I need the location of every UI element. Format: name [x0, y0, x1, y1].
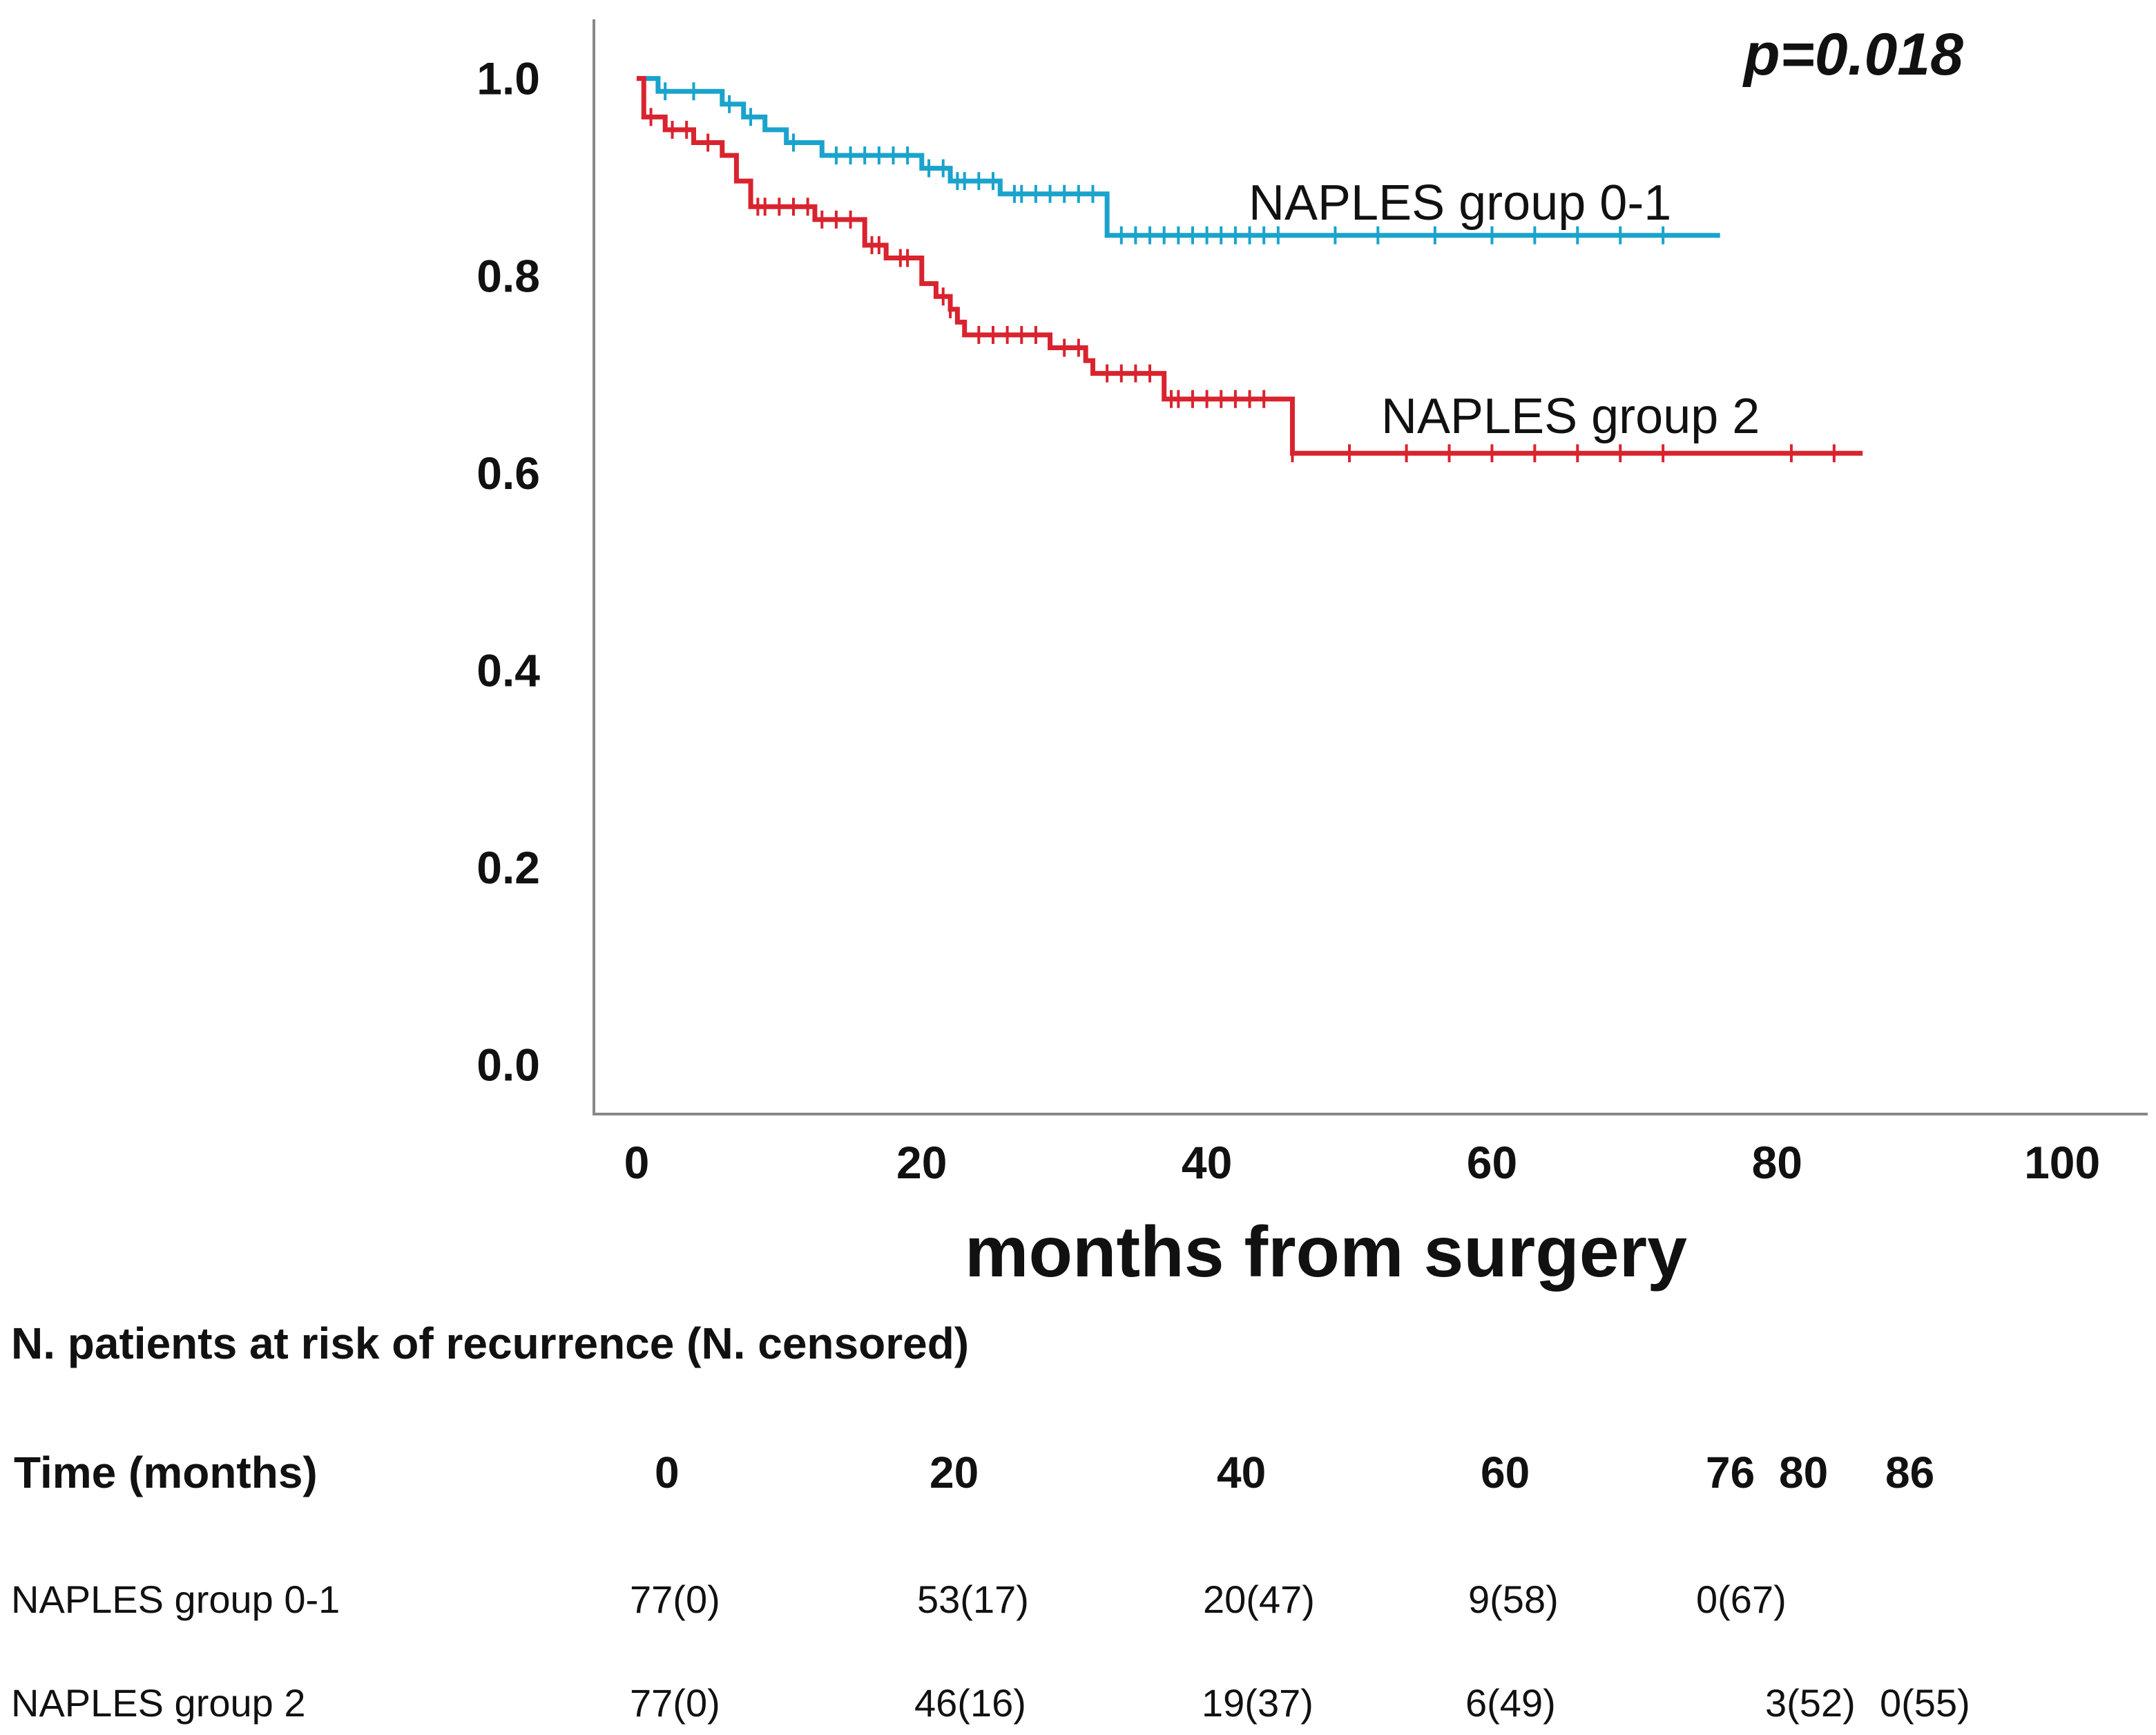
risk-table-time-60: 60 [1481, 1448, 1530, 1497]
x-tick-label: 40 [1182, 1137, 1232, 1188]
risk-cell: 6(49) [1465, 1681, 1556, 1725]
risk-cell: 3(52) [1765, 1681, 1856, 1725]
series-label-group-2: NAPLES group 2 [1381, 389, 1760, 444]
risk-cell: 0(55) [1880, 1681, 1970, 1725]
y-tick-label: 0.4 [477, 644, 540, 696]
x-tick-label: 0 [624, 1137, 650, 1188]
risk-table-title: N. patients at risk of recurrence (N. ce… [11, 1319, 970, 1368]
survival-chart: 0.00.20.40.60.81.0 0 20 40 60 80 100 p=0.018 … [477, 19, 2148, 1292]
risk-table-time-0: 0 [655, 1448, 680, 1497]
x-tick-labels: 0 20 40 60 80 100 [624, 1137, 2101, 1188]
survival-curves [636, 76, 1863, 463]
risk-cell: 0(67) [1696, 1578, 1787, 1621]
risk-table-time-40: 40 [1217, 1448, 1267, 1497]
y-tick-label: 1.0 [477, 53, 540, 104]
risk-row-label-group-2: NAPLES group 2 [11, 1681, 306, 1725]
x-tick-label: 100 [2024, 1137, 2100, 1188]
risk-cell: 77(0) [630, 1578, 720, 1621]
risk-table-time-label: Time (months) [14, 1448, 318, 1497]
y-tick-label: 0.6 [477, 448, 540, 499]
risk-cell: 19(37) [1202, 1681, 1313, 1725]
risk-row-label-group-0-1: NAPLES group 0-1 [11, 1578, 340, 1621]
risk-cell: 9(58) [1468, 1578, 1559, 1621]
risk-table-time-76: 76 [1706, 1448, 1755, 1497]
y-tick-labels: 0.0 0.2 0.4 0.6 0.8 1.0 [477, 53, 540, 1091]
risk-table-time-80: 80 [1779, 1448, 1829, 1497]
risk-cell: 53(17) [917, 1578, 1029, 1621]
p-value-annotation: p=0.018 [1742, 21, 1963, 88]
x-tick-label: 80 [1752, 1137, 1802, 1188]
x-tick-label: 60 [1467, 1137, 1517, 1188]
x-axis-title: months from surgery [965, 1212, 1687, 1292]
y-tick-label: 0.8 [477, 250, 540, 301]
series-label-group-0-1: NAPLES group 0-1 [1249, 175, 1671, 231]
risk-cell: 46(16) [914, 1681, 1026, 1725]
y-tick-label: 0.2 [477, 842, 540, 893]
risk-table-time-86: 86 [1885, 1448, 1935, 1497]
risk-cell: 77(0) [630, 1681, 720, 1725]
axes [593, 19, 2148, 1115]
risk-cell: 20(47) [1203, 1578, 1315, 1621]
y-tick-label: 0.0 [477, 1039, 540, 1091]
x-tick-label: 20 [896, 1137, 947, 1188]
survival-curve-series-0 [636, 76, 1720, 238]
risk-table-time-20: 20 [930, 1448, 979, 1497]
